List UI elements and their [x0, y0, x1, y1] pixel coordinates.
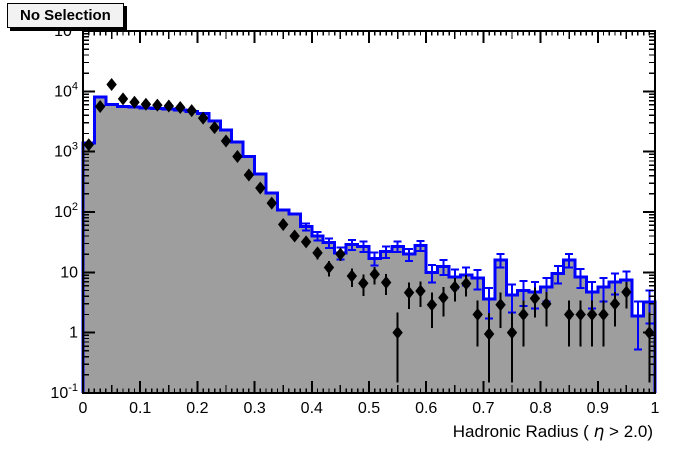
- data-point-marker: [152, 98, 163, 112]
- data-point-marker: [495, 298, 506, 312]
- data-point-marker: [163, 99, 174, 113]
- data-point-marker: [346, 269, 358, 283]
- x-tick-label: 0.8: [529, 400, 551, 417]
- data-point-marker: [369, 267, 380, 281]
- data-point-marker: [575, 308, 586, 322]
- x-tick-label: 0.5: [358, 400, 380, 417]
- data-point-marker: [186, 104, 197, 118]
- x-tick-label: 0.9: [587, 400, 609, 417]
- data-point-marker: [609, 297, 621, 311]
- data-point-marker: [220, 134, 232, 148]
- data-point-marker: [358, 276, 369, 290]
- data-point-marker: [380, 275, 392, 289]
- x-tick-label: 0.3: [243, 400, 265, 417]
- data-point-marker: [197, 111, 209, 125]
- data-point-marker: [438, 291, 449, 305]
- data-point-marker: [106, 77, 117, 91]
- data-point-marker: [243, 168, 255, 182]
- data-point-marker: [529, 291, 541, 305]
- data-point-marker: [278, 218, 289, 232]
- data-point-marker: [483, 327, 495, 341]
- data-point-marker: [564, 308, 575, 322]
- data-point-marker: [644, 326, 655, 340]
- data-point-marker: [94, 100, 106, 114]
- data-point-marker: [129, 95, 140, 109]
- title-box: No Selection: [7, 3, 124, 28]
- x-tick-label: 1: [651, 400, 660, 417]
- data-point-marker: [472, 308, 483, 322]
- y-tick-label: 103: [54, 141, 78, 161]
- data-point-marker: [312, 246, 323, 260]
- data-point-marker: [335, 247, 346, 261]
- x-tick-label: 0.1: [129, 400, 151, 417]
- data-point-marker: [209, 121, 220, 135]
- data-point-marker: [392, 326, 403, 340]
- data-point-marker: [255, 181, 266, 195]
- x-tick-label: 0.2: [186, 400, 208, 417]
- data-point-marker: [403, 286, 415, 300]
- data-point-marker: [541, 297, 552, 311]
- data-point-marker: [415, 284, 426, 298]
- data-point-marker: [598, 308, 609, 322]
- data-point-marker: [117, 92, 129, 106]
- data-point-marker: [621, 285, 632, 299]
- data-point-marker: [586, 308, 598, 322]
- x-tick-label: 0.7: [472, 400, 494, 417]
- y-tick-label: 10: [60, 264, 78, 281]
- data-point-marker: [426, 298, 438, 312]
- y-tick-label: 1: [69, 325, 78, 342]
- data-point-marker: [140, 97, 152, 111]
- data-point-marker: [83, 138, 94, 152]
- x-tick-label: 0.6: [415, 400, 437, 417]
- data-point-marker: [300, 235, 312, 249]
- x-tick-label: 0: [79, 400, 88, 417]
- x-tick-label: 0.4: [301, 400, 323, 417]
- data-point-marker: [506, 326, 518, 340]
- y-tick-label: 104: [54, 80, 78, 100]
- x-axis-title: Hadronic Radius ( η > 2.0): [453, 422, 653, 442]
- data-point-marker: [289, 229, 300, 243]
- data-point-marker: [449, 280, 460, 294]
- histogram-outline: [81, 95, 657, 393]
- data-point-marker: [323, 261, 335, 275]
- data-point-marker: [518, 308, 529, 322]
- data-point-marker: [232, 150, 243, 164]
- data-point-marker: [266, 196, 277, 210]
- y-tick-label: 102: [54, 201, 78, 221]
- data-point-marker: [461, 277, 472, 291]
- data-point-marker: [175, 100, 186, 114]
- y-tick-label: 10-1: [50, 382, 78, 402]
